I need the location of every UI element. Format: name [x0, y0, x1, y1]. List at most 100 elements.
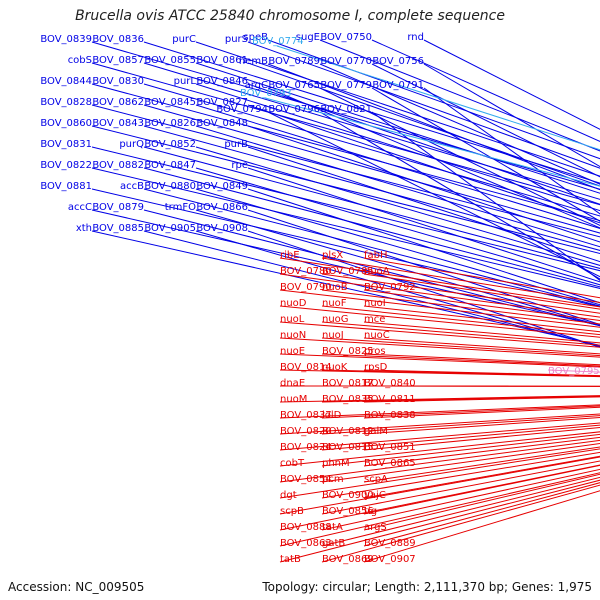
reverse-gene-label: BOV_0824 — [280, 442, 332, 453]
forward-gene-label: BOV_0839 — [40, 34, 92, 45]
forward-leader-line — [371, 87, 600, 222]
forward-leader-line — [91, 146, 600, 272]
forward-leader-line — [143, 146, 600, 269]
reverse-gene-label: tatA — [322, 522, 343, 533]
forward-gene-label: BOV_0862 — [92, 97, 144, 108]
reverse-gene-label: BOV_0790 — [280, 282, 332, 293]
forward-gene-label: BOV_0860 — [40, 118, 92, 129]
reverse-gene-label: BOV_0837 — [280, 410, 332, 421]
forward-gene-label: sugE — [296, 32, 320, 43]
reverse-leader-line — [321, 484, 600, 563]
forward-leader-line — [91, 41, 600, 190]
reverse-gene-label: BOV_0863 — [280, 538, 332, 549]
forward-leader-line — [267, 63, 600, 191]
forward-gene-label: BOV_0855 — [144, 55, 196, 66]
rna-gene-label: BOV_0774 — [252, 36, 304, 47]
reverse-leader-line — [279, 479, 600, 563]
forward-gene-label: BOV_0826 — [144, 118, 196, 129]
reverse-gene-label: nuoE — [280, 346, 305, 357]
reverse-leader-line — [279, 289, 600, 328]
reverse-gene-label: nuoK — [322, 362, 348, 373]
forward-gene-label: BOV_0756 — [372, 56, 424, 67]
reverse-gene-label: phnM — [322, 458, 350, 469]
forward-leader-line — [195, 230, 600, 348]
reverse-leader-line — [279, 404, 600, 419]
forward-leader-line — [247, 167, 600, 283]
forward-gene-label: BOV_0831 — [40, 139, 92, 150]
forward-gene-label: BOV_0791 — [372, 80, 424, 91]
forward-gene-label: BOV_0845 — [144, 97, 196, 108]
forward-gene-label: BOV_0905 — [144, 223, 196, 234]
reverse-leader-line — [321, 476, 600, 547]
reverse-gene-label: dgt — [280, 490, 297, 501]
forward-gene-label: argC — [245, 80, 268, 91]
forward-gene-label: BOV_0836 — [92, 34, 144, 45]
forward-gene-label: BOV_0796 — [268, 104, 320, 115]
reverse-gene-label: BOV_0838 — [364, 410, 416, 421]
reverse-leader-line — [279, 257, 600, 308]
reverse-leader-line — [363, 321, 600, 344]
reverse-leader-line — [321, 321, 600, 346]
forward-gene-label: speB — [243, 32, 268, 43]
reverse-leader-line — [321, 424, 600, 451]
forward-gene-label: BOV_0848 — [196, 118, 248, 129]
forward-gene-label: BOV_0779 — [320, 80, 372, 91]
reverse-leader-line — [363, 305, 600, 333]
reverse-leader-line — [321, 289, 600, 325]
reverse-gene-label: yajC — [364, 490, 386, 501]
reverse-leader-line — [321, 405, 600, 419]
forward-gene-label: BOV_0852 — [144, 139, 196, 150]
forward-leader-line — [143, 104, 600, 234]
reverse-gene-label: scpB — [280, 506, 304, 517]
forward-gene-label: accB — [120, 181, 144, 192]
reverse-leader-line — [321, 369, 600, 377]
reverse-gene-label: BOV_0840 — [364, 378, 416, 389]
forward-leader-line — [195, 41, 600, 177]
forward-leader-line — [371, 63, 600, 178]
forward-leader-line — [247, 209, 600, 326]
reverse-gene-label: nuoD — [280, 298, 307, 309]
forward-leader-line — [143, 188, 600, 307]
reverse-leader-line — [363, 369, 600, 377]
reverse-gene-label: BOV_0792 — [364, 282, 416, 293]
forward-leader-line — [91, 62, 600, 206]
reverse-leader-line — [321, 395, 600, 403]
forward-leader-line — [143, 209, 600, 327]
forward-leader-line — [143, 62, 600, 200]
reverse-leader-line — [279, 395, 600, 403]
reverse-leader-line — [279, 321, 600, 348]
forward-leader-line — [247, 146, 600, 263]
forward-gene-label: BOV_0885 — [92, 223, 144, 234]
rna-leader-line — [276, 45, 600, 151]
reverse-leader-line — [279, 305, 600, 338]
reverse-gene-label: BOV_0888 — [280, 522, 332, 533]
reverse-leader-line — [363, 396, 600, 403]
forward-leader-line — [143, 125, 600, 251]
forward-gene-label: BOV_0843 — [92, 118, 144, 129]
forward-gene-label: BOV_0770 — [320, 56, 372, 67]
reverse-leader-line — [363, 436, 600, 467]
forward-gene-label: BOV_0822 — [40, 160, 92, 171]
forward-gene-label: BOV_0794 — [216, 104, 268, 115]
reverse-leader-line — [321, 337, 600, 357]
reverse-leader-line — [363, 416, 600, 435]
reverse-gene-label: BOV_0780 — [280, 266, 332, 277]
forward-leader-line — [267, 39, 600, 160]
pseudo-gene-label: BOV_0795 — [548, 366, 600, 377]
forward-gene-label: purB — [224, 139, 248, 150]
forward-leader-line — [91, 167, 600, 289]
forward-gene-label: BOV_0882 — [92, 160, 144, 171]
reverse-gene-label: nuoG — [322, 314, 349, 325]
forward-gene-label: xth — [76, 223, 92, 234]
reverse-gene-label: BOV_0889 — [364, 538, 416, 549]
forward-gene-label: BOV_0847 — [144, 160, 196, 171]
reverse-gene-label: pros — [364, 346, 386, 357]
forward-gene-label: purL — [174, 76, 197, 87]
reverse-leader-line — [363, 406, 600, 419]
forward-leader-line — [319, 87, 600, 227]
reverse-gene-label: tig — [364, 506, 377, 517]
reverse-leader-line — [279, 431, 600, 467]
forward-gene-label: BOV_0861 — [196, 55, 248, 66]
reverse-leader-line — [321, 273, 600, 314]
forward-gene-label: BOV_0857 — [92, 55, 144, 66]
